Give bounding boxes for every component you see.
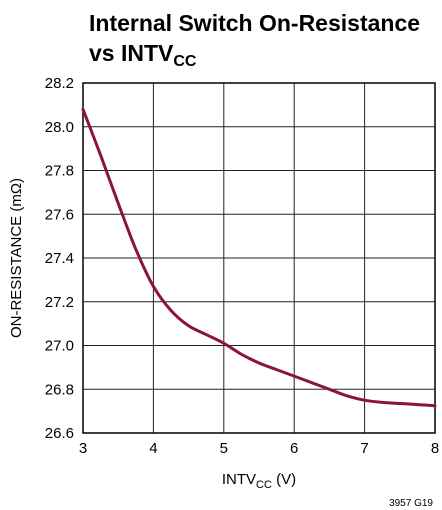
y-tick-label: 28.0 [45,119,74,136]
y-axis-label: ON-RESISTANCE (mΩ) [8,178,25,338]
x-tick-label: 5 [220,440,228,457]
x-tick-labels: 3 4 5 6 7 8 [79,440,439,457]
y-tick-label: 27.4 [45,250,74,267]
x-axis-label: INTVCC (V) [222,471,296,491]
x-tick-label: 4 [149,440,157,457]
chart-title-line1: Internal Switch On-Resistance [89,10,420,36]
y-tick-label: 27.2 [45,294,74,311]
chart-title-subscript: CC [173,53,197,70]
figure-code: 3957 G19 [389,498,433,509]
y-tick-label: 28.2 [45,75,74,92]
y-tick-labels: 26.6 26.8 27.0 27.2 27.4 27.6 27.8 28.0 28.2 [45,75,74,442]
x-tick-label: 6 [290,440,298,457]
y-tick-label: 27.8 [45,163,74,180]
series-line [81,107,437,408]
chart-title-line2: vs INTVCC [89,40,197,70]
y-tick-label: 27.6 [45,206,74,223]
x-tick-label: 3 [79,440,87,457]
plot-frame [82,82,436,434]
x-axis-label-subscript: CC [256,479,272,491]
x-tick-label: 7 [360,440,368,457]
y-tick-label: 27.0 [45,338,74,355]
x-axis-label-main: INTV [222,471,256,488]
y-tick-label: 26.6 [45,425,74,442]
chart-title-main: vs INTV [89,40,174,66]
grid [82,82,436,434]
x-axis-label-unit: (V) [272,471,296,488]
y-tick-label: 26.8 [45,381,74,398]
x-tick-label: 8 [431,440,439,457]
